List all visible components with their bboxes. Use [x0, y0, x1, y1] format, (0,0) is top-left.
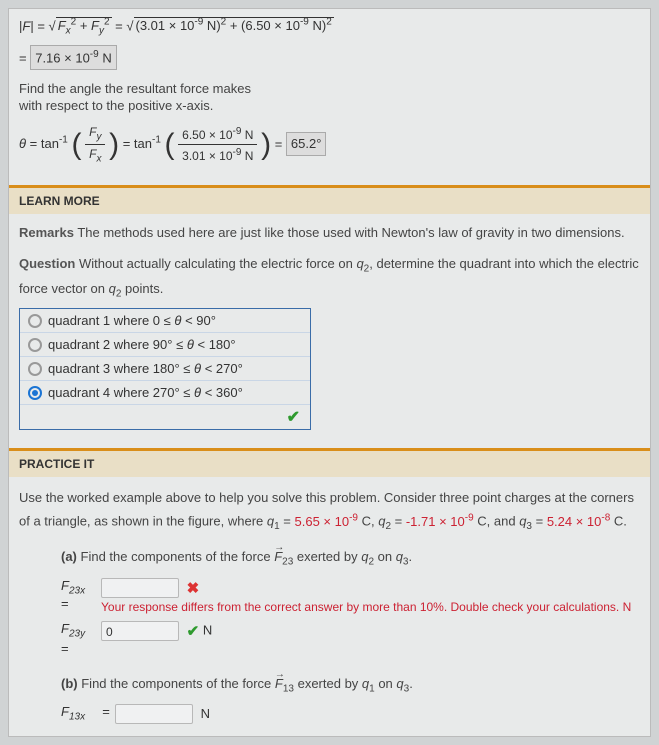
- choice-row-4[interactable]: quadrant 4 where 270° ≤ θ < 360°: [20, 381, 310, 405]
- magnitude-lhs: |F| =: [19, 18, 49, 33]
- part-a-block: (a) Find the components of the force F23…: [61, 545, 640, 724]
- fraction-values: 6.50 × 10-9 N 3.01 × 10-9 N: [178, 124, 257, 165]
- part-b-text: Find the components of the force F13 exe…: [81, 676, 413, 691]
- radio-icon[interactable]: [28, 314, 42, 328]
- magnitude-line: |F| = √Fx2 + Fy2 = √(3.01 × 10-9 N)2 + (…: [19, 15, 640, 39]
- part-a-prompt: (a) Find the components of the force F23…: [61, 545, 640, 572]
- choice-correct-row: ✔: [20, 405, 310, 429]
- equals-sign: =: [19, 50, 30, 65]
- f23x-input[interactable]: [101, 578, 179, 598]
- question-label: Question: [19, 256, 75, 271]
- rparen-1: ): [109, 130, 119, 160]
- check-icon: ✔: [287, 409, 300, 426]
- eq2: =: [275, 136, 286, 151]
- magnitude-expr: √Fx2 + Fy2 = √(3.01 × 10-9 N)2 + (6.50 ×…: [49, 17, 334, 33]
- choice-row-2[interactable]: quadrant 2 where 90° ≤ θ < 180°: [20, 333, 310, 357]
- worksheet-page: |F| = √Fx2 + Fy2 = √(3.01 × 10-9 N)2 + (…: [8, 8, 651, 737]
- remarks-label: Remarks: [19, 225, 74, 240]
- f13x-label: F13x: [61, 704, 97, 723]
- learn-more-header: LEARN MORE: [9, 185, 650, 214]
- radio-icon[interactable]: [28, 338, 42, 352]
- magnitude-result-box: 7.16 × 10-9 N: [30, 45, 116, 70]
- question-text: Without actually calculating the electri…: [19, 256, 639, 296]
- cross-icon: ✖: [187, 580, 200, 597]
- f23y-eq-under: =: [61, 641, 640, 656]
- choice-label: quadrant 1 where 0 ≤ θ < 90°: [48, 313, 216, 328]
- f13x-row: F13x = N: [61, 704, 640, 724]
- magnitude-result-line: = 7.16 × 10-9 N: [19, 45, 640, 70]
- lparen-1: (: [71, 130, 81, 160]
- choice-row-1[interactable]: quadrant 1 where 0 ≤ θ < 90°: [20, 309, 310, 333]
- angle-intro-1: Find the angle the resultant force makes: [19, 80, 640, 98]
- remarks-block: Remarks The methods used here are just l…: [19, 224, 640, 242]
- part-b-label: (b): [61, 676, 78, 691]
- f23x-row: F23x ✖ Your response differs from the co…: [61, 578, 640, 622]
- practice-it-header: PRACTICE IT: [9, 448, 650, 477]
- question-block: Question Without actually calculating th…: [19, 253, 640, 302]
- lparen-2: (: [165, 130, 175, 160]
- choice-label: quadrant 3 where 180° ≤ θ < 270°: [48, 361, 243, 376]
- fraction-fy-fx: Fy Fx: [85, 123, 105, 167]
- theta-label: θ = tan-1: [19, 136, 68, 151]
- f13x-eq: =: [101, 704, 111, 719]
- f23x-label: F23x: [61, 578, 97, 597]
- eq-tan: = tan-1: [123, 136, 161, 151]
- remarks-text: The methods used here are just like thos…: [74, 225, 625, 240]
- choice-row-3[interactable]: quadrant 3 where 180° ≤ θ < 270°: [20, 357, 310, 381]
- choice-label: quadrant 4 where 270° ≤ θ < 360°: [48, 385, 243, 400]
- f13x-unit: N: [201, 706, 210, 721]
- radio-icon[interactable]: [28, 362, 42, 376]
- check-icon: ✔: [187, 623, 200, 640]
- practice-intro: Use the worked example above to help you…: [19, 487, 640, 535]
- part-a-text: Find the components of the force F23 exe…: [81, 549, 413, 564]
- part-a-label: (a): [61, 549, 77, 564]
- f23x-feedback: Your response differs from the correct a…: [101, 598, 640, 622]
- part-b-prompt: (b) Find the components of the force F13…: [61, 672, 640, 699]
- radio-icon[interactable]: [28, 386, 42, 400]
- f23y-label: F23y: [61, 621, 97, 640]
- choice-label: quadrant 2 where 90° ≤ θ < 180°: [48, 337, 236, 352]
- rparen-2: ): [261, 130, 271, 160]
- f23y-unit: N: [203, 622, 212, 637]
- f23y-input[interactable]: 0: [101, 621, 179, 641]
- angle-intro-2: with respect to the positive x-axis.: [19, 97, 640, 115]
- angle-result-box: 65.2°: [286, 132, 327, 156]
- angle-equation: θ = tan-1 ( Fy Fx ) = tan-1 ( 6.50 × 10-…: [19, 123, 640, 167]
- f23y-row: F23y 0 ✔ N: [61, 621, 640, 641]
- f13x-input[interactable]: [115, 704, 193, 724]
- choice-group: quadrant 1 where 0 ≤ θ < 90° quadrant 2 …: [19, 308, 311, 430]
